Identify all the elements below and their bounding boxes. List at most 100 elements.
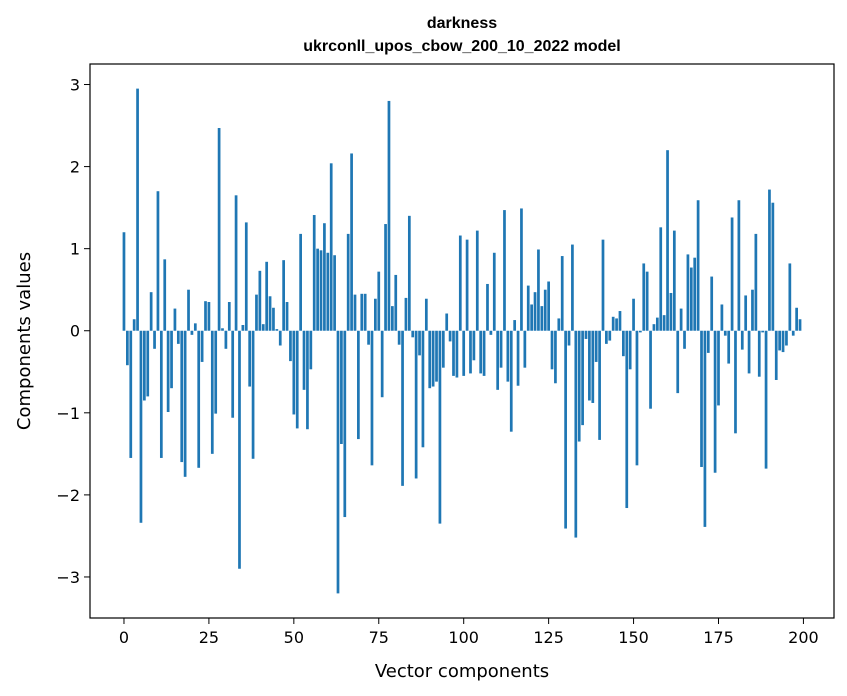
- bar: [275, 329, 279, 331]
- bar: [139, 330, 143, 523]
- bar: [173, 308, 177, 331]
- bar: [421, 330, 425, 448]
- bar: [771, 202, 775, 331]
- bar: [163, 259, 167, 331]
- bar: [156, 191, 160, 331]
- bar: [662, 315, 666, 331]
- bar: [241, 325, 245, 331]
- bar: [353, 294, 357, 331]
- bar: [798, 319, 802, 331]
- bar: [605, 330, 608, 344]
- bar: [200, 330, 204, 362]
- bar: [272, 307, 275, 331]
- plot-frame: [89, 63, 835, 619]
- bar: [452, 330, 455, 376]
- bar: [503, 210, 506, 331]
- bar: [696, 200, 700, 331]
- x-tick-label: 175: [703, 628, 734, 647]
- bar: [649, 330, 652, 409]
- bar: [278, 330, 282, 346]
- bar: [486, 283, 489, 331]
- bar: [526, 285, 530, 331]
- bar: [625, 330, 629, 509]
- bar: [306, 330, 309, 430]
- x-tick-label: 200: [788, 628, 819, 647]
- bar: [639, 330, 642, 333]
- bar: [635, 330, 639, 466]
- y-tick-label: −2: [56, 486, 80, 505]
- bar: [567, 330, 571, 346]
- bar: [132, 319, 136, 331]
- bar: [180, 330, 184, 463]
- bar: [360, 293, 364, 331]
- bar: [475, 230, 479, 331]
- bar: [255, 294, 258, 331]
- y-tick-label: 2: [70, 158, 80, 177]
- bar: [509, 330, 513, 432]
- bar: [717, 330, 720, 406]
- bar: [377, 271, 381, 331]
- bar: [574, 330, 578, 538]
- bar: [781, 330, 785, 353]
- bar: [720, 304, 724, 331]
- bar: [628, 330, 632, 370]
- bar: [248, 330, 252, 387]
- bar: [496, 330, 500, 390]
- bar: [244, 222, 248, 331]
- bar: [136, 88, 139, 331]
- bar: [170, 330, 173, 389]
- bar: [295, 330, 299, 429]
- bar: [285, 302, 289, 331]
- bar: [357, 330, 360, 440]
- bar: [591, 330, 595, 403]
- bar: [601, 239, 605, 331]
- x-tick-label: 25: [199, 628, 219, 647]
- bar: [411, 330, 415, 338]
- bar: [530, 304, 533, 331]
- bar: [533, 292, 537, 331]
- bar: [231, 330, 235, 418]
- bar: [523, 330, 527, 368]
- bar: [706, 330, 710, 353]
- bar: [329, 163, 333, 331]
- bar: [554, 330, 557, 384]
- bar: [499, 330, 503, 368]
- y-tick-label: −3: [56, 568, 80, 587]
- bar: [428, 330, 432, 389]
- bar: [550, 330, 554, 370]
- bar: [693, 257, 697, 331]
- bar: [713, 330, 717, 473]
- x-tick-label: 150: [618, 628, 649, 647]
- bar: [363, 293, 367, 331]
- bar: [441, 330, 445, 368]
- bar: [197, 330, 201, 468]
- bar: [666, 150, 669, 331]
- bar: [333, 255, 336, 331]
- bar: [289, 330, 292, 362]
- bar: [482, 330, 486, 376]
- bar: [309, 330, 313, 370]
- bar: [462, 330, 466, 376]
- bar: [204, 301, 207, 331]
- bar: [350, 153, 353, 331]
- x-axis-ticks: 0 25 50 75 100 125 150 175 200: [119, 618, 819, 647]
- bar: [588, 330, 591, 401]
- bar: [159, 330, 163, 458]
- bar: [747, 330, 751, 374]
- bar: [676, 330, 680, 394]
- bar: [547, 281, 550, 331]
- bar: [292, 330, 296, 415]
- bar: [221, 328, 224, 331]
- bar: [737, 200, 741, 331]
- bar: [543, 289, 547, 331]
- x-tick-label: 125: [533, 628, 564, 647]
- bar: [700, 330, 703, 467]
- bar: [126, 330, 129, 366]
- bar: [686, 254, 690, 331]
- bar: [669, 292, 673, 331]
- bar: [190, 330, 194, 335]
- bar: [757, 330, 761, 377]
- bar: [261, 324, 265, 331]
- bar: [438, 330, 442, 524]
